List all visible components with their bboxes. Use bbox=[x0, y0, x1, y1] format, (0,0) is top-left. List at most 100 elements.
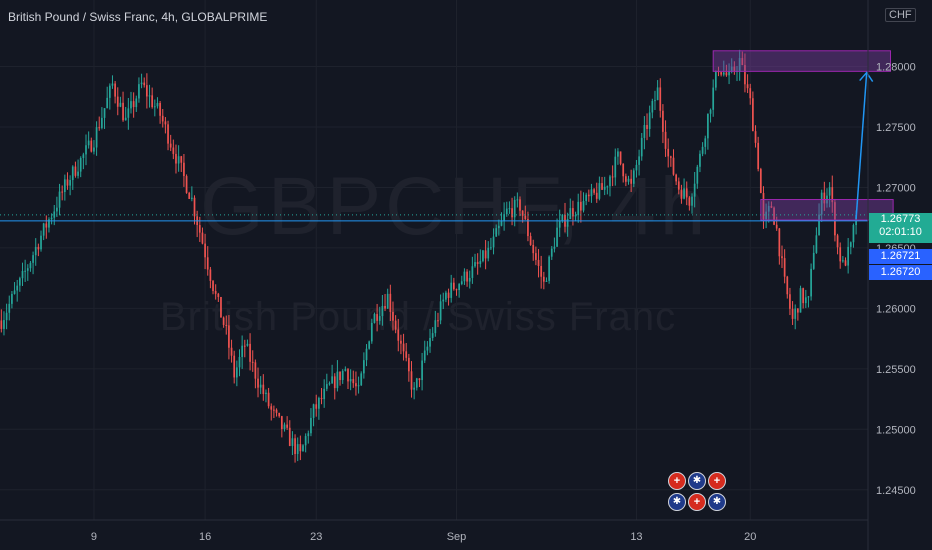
swiss-flag-icon[interactable]: + bbox=[688, 493, 706, 511]
candle-body bbox=[508, 208, 511, 210]
candle-body bbox=[429, 337, 431, 347]
candle-body bbox=[545, 280, 548, 282]
candle-body bbox=[490, 247, 492, 249]
candle-body bbox=[847, 246, 850, 266]
candle-body bbox=[26, 268, 29, 271]
candle-body bbox=[447, 292, 450, 298]
candle-body bbox=[79, 157, 82, 172]
uk-flag-icon[interactable]: ✱ bbox=[688, 472, 706, 490]
candle-body bbox=[108, 85, 111, 98]
candle-body bbox=[452, 282, 455, 290]
last-price: 1.26773 bbox=[880, 213, 921, 225]
candle-body bbox=[405, 351, 408, 358]
candle-body bbox=[654, 100, 656, 102]
candle-body bbox=[148, 95, 151, 97]
candle-body bbox=[744, 65, 746, 85]
candle-body bbox=[230, 347, 233, 356]
candle-body bbox=[363, 360, 365, 374]
swiss-flag-icon[interactable]: + bbox=[708, 472, 726, 490]
candle-body bbox=[225, 324, 228, 326]
candle-body bbox=[214, 290, 217, 294]
candle-body bbox=[458, 284, 461, 291]
candle-body bbox=[466, 271, 468, 282]
candle-body bbox=[606, 186, 609, 188]
candle-body bbox=[789, 294, 791, 309]
candle-body bbox=[450, 282, 453, 298]
candle-body bbox=[540, 265, 543, 277]
candle-body bbox=[431, 333, 434, 338]
candle-body bbox=[786, 276, 789, 295]
candle-body bbox=[153, 106, 156, 108]
candle-body bbox=[691, 196, 693, 206]
candle-body bbox=[595, 192, 598, 199]
candle-body bbox=[265, 392, 267, 394]
candle-body bbox=[471, 266, 474, 278]
candle-body bbox=[820, 192, 823, 215]
candle-body bbox=[235, 367, 238, 378]
candle-body bbox=[212, 280, 214, 291]
candle-body bbox=[542, 276, 545, 282]
candle-body bbox=[246, 343, 249, 346]
candle-body bbox=[378, 316, 381, 321]
candle-body bbox=[474, 262, 476, 267]
candle-body bbox=[410, 371, 413, 390]
candle-body bbox=[243, 345, 246, 347]
candle-body bbox=[114, 83, 116, 97]
candle-body bbox=[130, 101, 132, 109]
candle-body bbox=[765, 211, 767, 220]
candle-body bbox=[558, 220, 561, 228]
candle-body bbox=[831, 187, 834, 203]
candle-body bbox=[0, 320, 3, 329]
candle-body bbox=[169, 143, 172, 148]
candle-body bbox=[839, 247, 842, 262]
candle-body bbox=[767, 205, 770, 212]
currency-badge[interactable]: CHF bbox=[885, 8, 916, 22]
candle-body bbox=[40, 235, 42, 250]
candle-body bbox=[402, 343, 405, 352]
uk-flag-icon[interactable]: ✱ bbox=[668, 493, 686, 511]
candle-body bbox=[497, 225, 500, 229]
candle-body bbox=[529, 236, 532, 245]
candle-body bbox=[812, 252, 815, 269]
candle-body bbox=[696, 166, 699, 184]
candle-body bbox=[413, 387, 416, 390]
candle-body bbox=[58, 191, 61, 208]
candle-body bbox=[455, 289, 458, 291]
candle-body bbox=[90, 140, 93, 152]
uk-flag-icon[interactable]: ✱ bbox=[708, 493, 726, 511]
candle-body bbox=[828, 187, 831, 196]
swiss-flag-icon[interactable]: + bbox=[668, 472, 686, 490]
candle-body bbox=[140, 82, 143, 85]
candle-body bbox=[476, 262, 479, 264]
candle-body bbox=[516, 199, 519, 201]
candle-body bbox=[662, 110, 664, 132]
candle-body bbox=[566, 219, 569, 227]
candle-body bbox=[190, 197, 193, 199]
candle-body bbox=[77, 171, 79, 176]
candle-body bbox=[288, 427, 291, 446]
candle-body bbox=[852, 225, 855, 243]
candle-body bbox=[376, 314, 378, 321]
candle-body bbox=[103, 108, 106, 118]
supply-zone[interactable] bbox=[712, 50, 891, 72]
candle-body bbox=[823, 192, 826, 204]
candle-body bbox=[709, 109, 712, 114]
candle-body bbox=[164, 121, 167, 125]
target-arrow[interactable] bbox=[855, 72, 868, 219]
candle-body bbox=[325, 384, 328, 389]
candle-body bbox=[360, 373, 363, 386]
candle-body bbox=[56, 207, 58, 212]
candle-body bbox=[21, 270, 24, 279]
y-tick-label: 1.27000 bbox=[876, 182, 916, 194]
candle-body bbox=[355, 383, 357, 387]
candle-body bbox=[407, 357, 410, 372]
candle-body bbox=[593, 189, 595, 193]
candle-body bbox=[172, 147, 175, 154]
candle-body bbox=[527, 218, 529, 237]
candle-body bbox=[553, 246, 556, 249]
candle-body bbox=[781, 256, 783, 259]
candle-body bbox=[98, 127, 101, 129]
candle-body bbox=[48, 219, 50, 228]
